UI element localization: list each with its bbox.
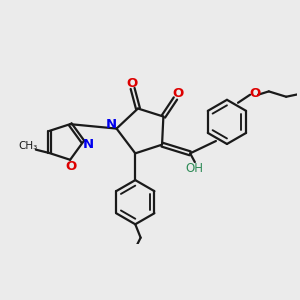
Text: OH: OH xyxy=(186,162,204,175)
Text: CH₃: CH₃ xyxy=(18,141,38,151)
Text: N: N xyxy=(83,138,94,151)
Text: O: O xyxy=(172,87,184,100)
Text: O: O xyxy=(249,87,260,100)
Text: N: N xyxy=(106,118,117,131)
Text: O: O xyxy=(66,160,77,173)
Text: O: O xyxy=(126,76,138,90)
